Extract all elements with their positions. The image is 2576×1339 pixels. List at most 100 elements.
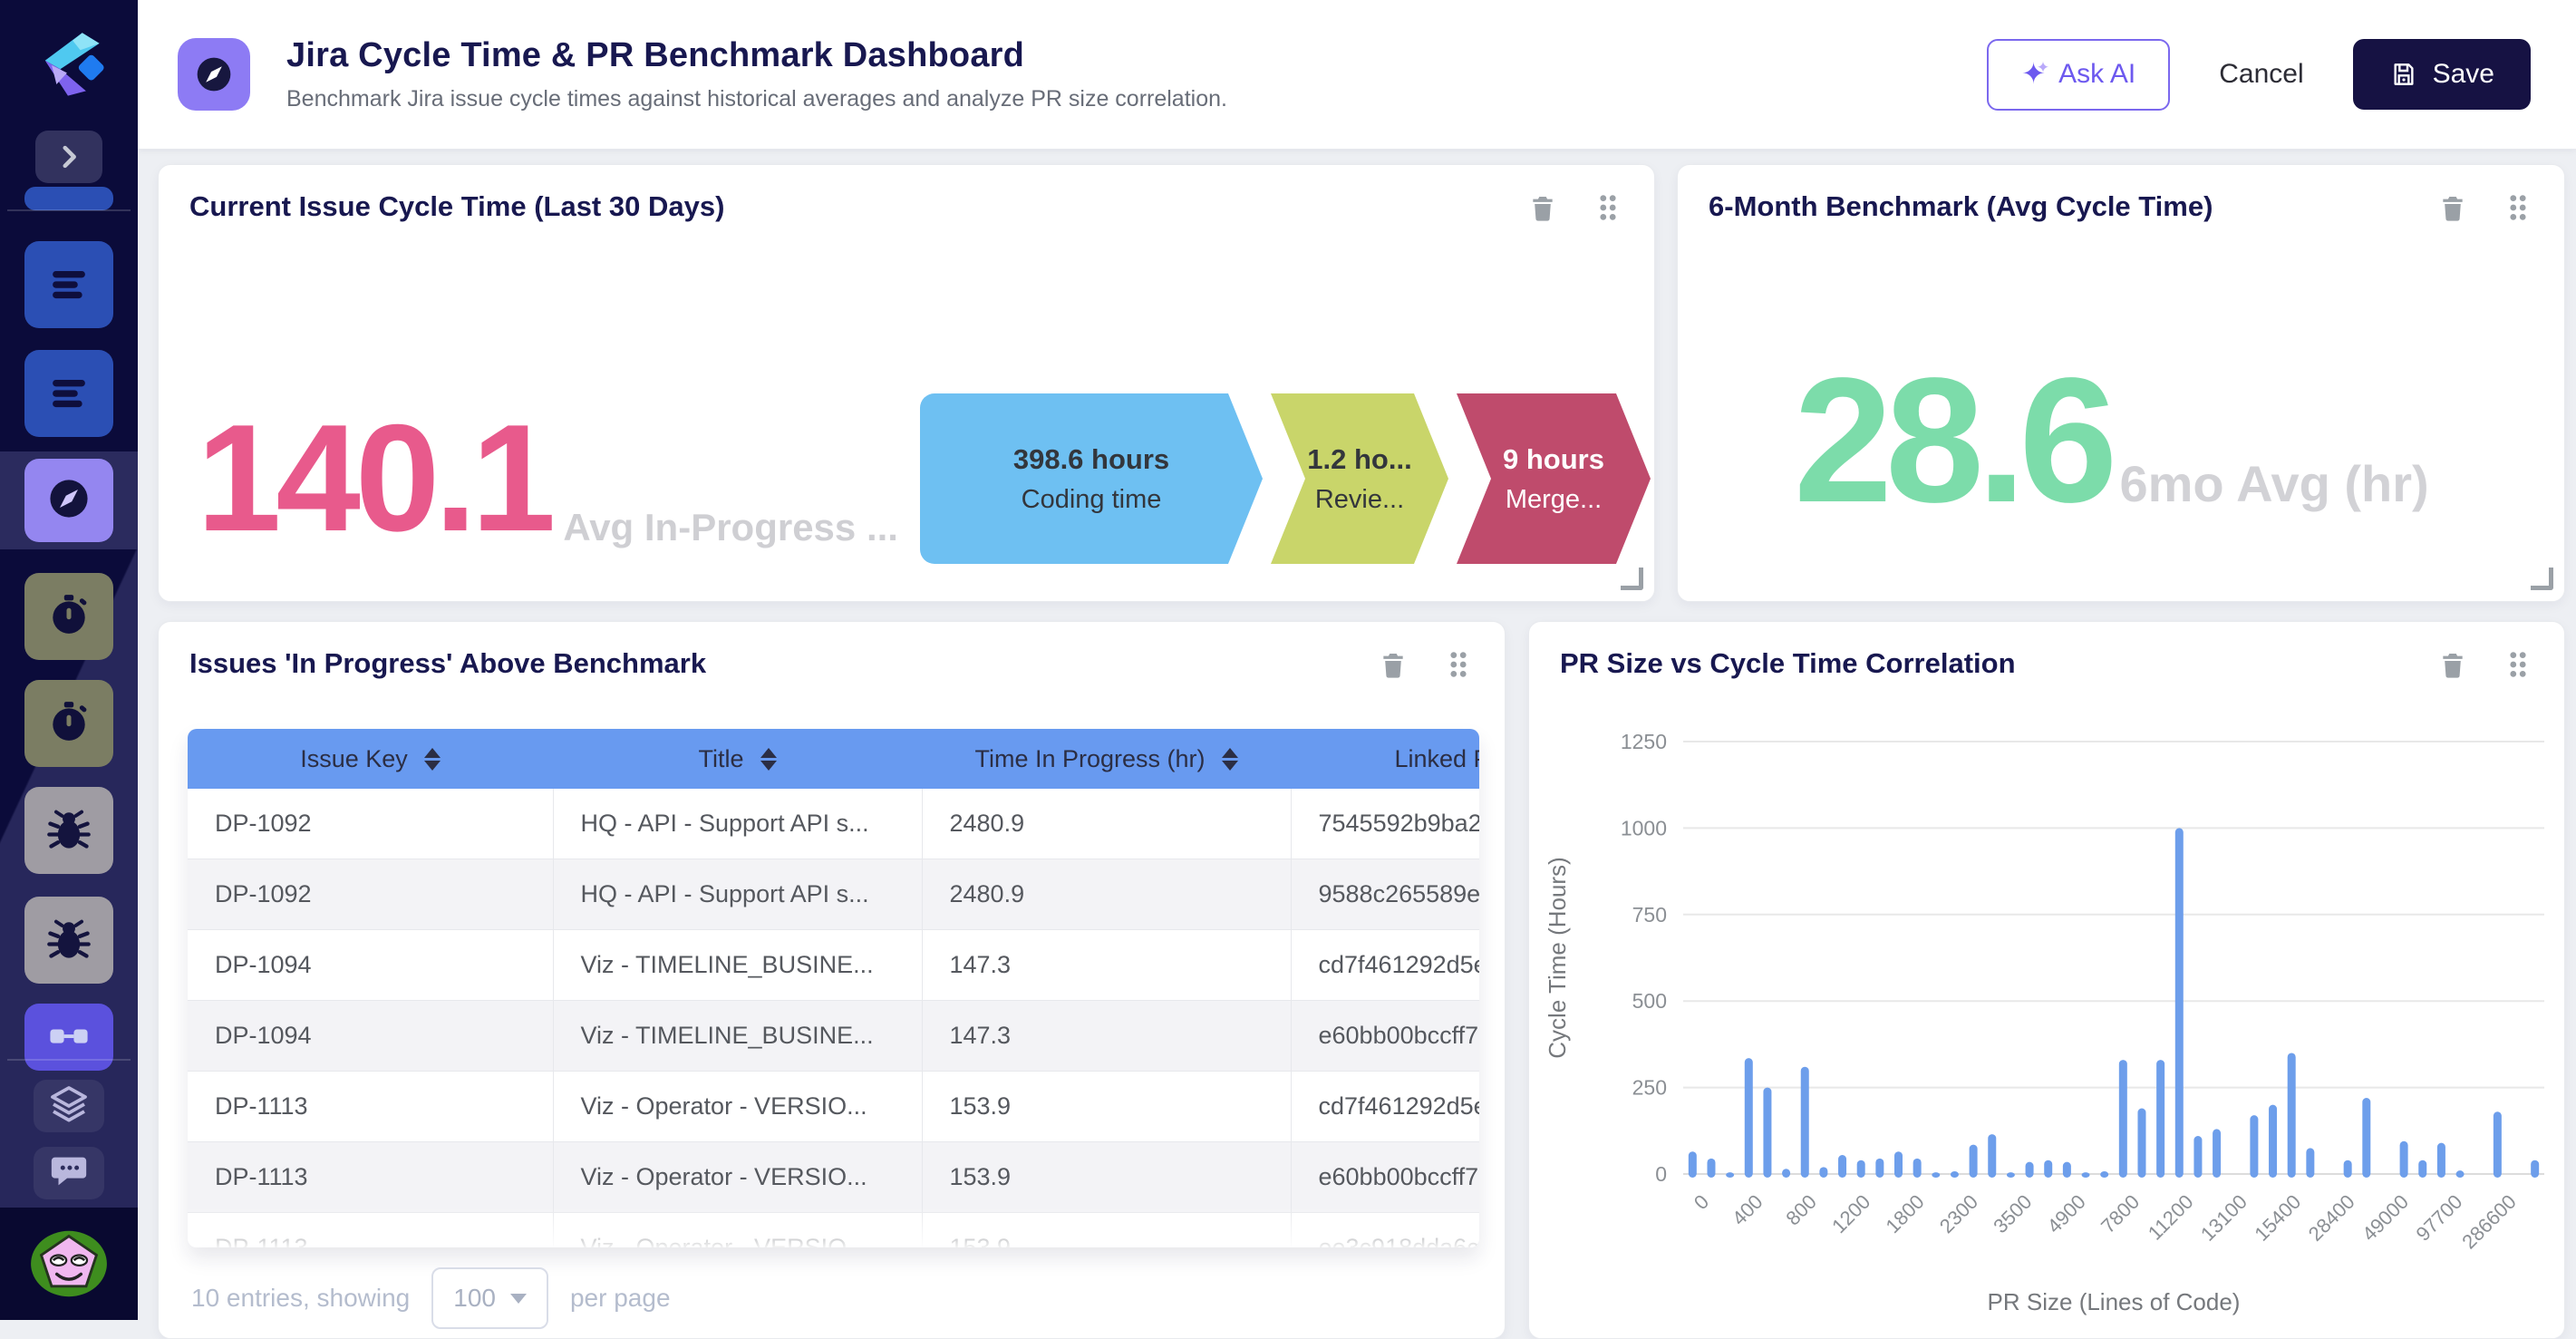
column-header-title[interactable]: Title xyxy=(553,729,922,789)
sidebar-item-compass-active[interactable] xyxy=(24,459,113,542)
dashboard-badge xyxy=(178,38,250,111)
sidebar-item-stopwatch[interactable] xyxy=(24,680,113,767)
app-logo-icon[interactable] xyxy=(31,27,107,103)
sidebar-item-chat[interactable] xyxy=(34,1147,104,1199)
delete-widget-icon[interactable] xyxy=(2437,647,2468,682)
x-tick-label: 4900 xyxy=(2043,1190,2090,1237)
x-tick-label: 286600 xyxy=(2457,1190,2521,1254)
drag-handle-icon[interactable] xyxy=(1593,190,1623,225)
table-cell: 153.9 xyxy=(922,1141,1292,1213)
cancel-button[interactable]: Cancel xyxy=(2210,46,2312,102)
table-cell: cd7f461292d5e xyxy=(1291,1071,1479,1142)
sidebar-item-bug[interactable] xyxy=(24,897,113,984)
table-cell: DP-1113 xyxy=(188,1141,554,1213)
delete-widget-icon[interactable] xyxy=(2437,190,2468,225)
x-tick-label: 49000 xyxy=(2358,1190,2413,1246)
y-axis-title: Cycle Time (Hours) xyxy=(1544,857,1571,1058)
stopwatch-icon xyxy=(46,592,92,642)
y-tick-label: 750 xyxy=(1632,903,1667,927)
chat-icon xyxy=(48,1150,90,1197)
x-tick-label: 400 xyxy=(1728,1190,1767,1230)
user-avatar[interactable] xyxy=(27,1227,111,1300)
chart-bar xyxy=(1894,1151,1903,1178)
table-cell: 153.9 xyxy=(922,1071,1292,1142)
chart-bar xyxy=(1782,1169,1791,1178)
sidebar-item-layers[interactable] xyxy=(34,1080,104,1132)
sidebar-active-row xyxy=(0,451,138,549)
save-button[interactable]: Save xyxy=(2352,39,2531,110)
sidebar-item-doc-lines[interactable] xyxy=(24,350,113,437)
drag-handle-icon[interactable] xyxy=(2503,647,2533,682)
page-size-select[interactable]: 100 xyxy=(431,1267,548,1329)
widget-title: 6-Month Benchmark (Avg Cycle Time) xyxy=(1709,190,2213,222)
sidebar-item-doc-lines-partial[interactable] xyxy=(24,187,113,210)
table-row: DP-1113 Viz - Operator - VERSIO... 153.9 e6… xyxy=(188,1141,1479,1213)
drag-handle-icon[interactable] xyxy=(2503,190,2533,225)
ask-ai-button[interactable]: ✦✦ Ask AI xyxy=(1987,38,2171,111)
table-cell: 153.9 xyxy=(922,1212,1292,1247)
compass-icon xyxy=(45,475,92,527)
chart-bar xyxy=(1969,1144,1978,1178)
column-header-issue-key[interactable]: Issue Key xyxy=(188,729,553,789)
widget-title: Issues 'In Progress' Above Benchmark xyxy=(189,647,707,679)
funnel-value: 1.2 ho... xyxy=(1307,442,1412,475)
sidebar-item-bug[interactable] xyxy=(24,787,113,874)
chart-bar xyxy=(1707,1158,1716,1178)
column-header-linked-prs-sy[interactable]: Linked PRs (Sy xyxy=(1291,729,1479,789)
chart-bar xyxy=(2306,1148,2315,1178)
sidebar-footer xyxy=(0,1208,138,1320)
funnel-label: Coding time xyxy=(1021,484,1162,514)
widget-issues-table: Issues 'In Progress' Above Benchmark Iss… xyxy=(158,621,1506,1339)
sort-icon xyxy=(1221,747,1238,771)
issues-table-scroll-area[interactable]: Issue Key Title Time In Progress (hr) Linke… xyxy=(188,729,1479,1247)
x-axis-title: PR Size (Lines of Code) xyxy=(1988,1288,2241,1315)
cycle-time-funnel: 398.6 hours Coding time 1.2 ho... Revie..… xyxy=(920,393,1651,564)
y-tick-label: 250 xyxy=(1632,1076,1667,1100)
sidebar-collapse-button[interactable] xyxy=(35,131,102,183)
table-cell: HQ - API - Support API s... xyxy=(553,789,923,859)
sidebar-item-stopwatch[interactable] xyxy=(24,573,113,660)
x-tick-label: 2300 xyxy=(1935,1190,1982,1237)
funnel-segment: 398.6 hours Coding time xyxy=(920,393,1263,564)
ask-ai-label: Ask AI xyxy=(2058,59,2136,89)
page-subtitle: Benchmark Jira issue cycle times against… xyxy=(286,86,1227,112)
sort-icon xyxy=(760,747,777,771)
chart-bar xyxy=(2455,1170,2465,1178)
delete-widget-icon[interactable] xyxy=(1378,647,1409,682)
drag-handle-icon[interactable] xyxy=(1443,647,1474,682)
column-header-time-in-progress-hr-[interactable]: Time In Progress (hr) xyxy=(922,729,1291,789)
sidebar-divider xyxy=(7,1059,131,1061)
chart-bar xyxy=(2025,1161,2034,1178)
delete-widget-icon[interactable] xyxy=(1527,190,1558,225)
funnel-label: Revie... xyxy=(1314,484,1405,514)
funnel-segment: 1.2 ho... Revie... xyxy=(1271,393,1448,564)
chart-bar xyxy=(2399,1140,2408,1178)
chart-bar xyxy=(2250,1115,2259,1178)
table-cell: DP-1092 xyxy=(188,789,554,859)
table-cell: 2480.9 xyxy=(922,789,1292,859)
x-tick-label: 0 xyxy=(1690,1190,1713,1214)
chart-bar xyxy=(2193,1136,2203,1178)
funnel-value: 9 hours xyxy=(1503,442,1604,475)
save-label: Save xyxy=(2432,59,2494,89)
widget-resize-handle[interactable] xyxy=(1621,568,1643,590)
chart-bar xyxy=(2137,1108,2146,1178)
funnel-segment: 9 hours Merge... xyxy=(1457,393,1651,564)
compass-icon xyxy=(197,57,231,92)
chart-bar xyxy=(2213,1129,2222,1178)
chart-bar xyxy=(1988,1134,1997,1178)
chart-bar xyxy=(1688,1151,1697,1178)
chart-bar xyxy=(2343,1159,2352,1178)
chart-bar xyxy=(1819,1167,1828,1178)
table-row: DP-1092 HQ - API - Support API s... 2480.9… xyxy=(188,789,1479,859)
x-tick-label: 800 xyxy=(1781,1190,1821,1230)
sidebar-item-doc-lines[interactable] xyxy=(24,241,113,328)
table-cell: 147.3 xyxy=(922,1000,1292,1072)
table-cell: e60bb00bccff7 xyxy=(1291,1000,1479,1072)
chart-bar xyxy=(2531,1159,2540,1178)
chart-bar xyxy=(2362,1098,2371,1178)
kpi-label: 6mo Avg (hr) xyxy=(2119,455,2429,512)
sidebar-item-node-link[interactable] xyxy=(24,1004,113,1071)
widget-resize-handle[interactable] xyxy=(2531,568,2553,590)
chart-bar xyxy=(2006,1172,2015,1178)
